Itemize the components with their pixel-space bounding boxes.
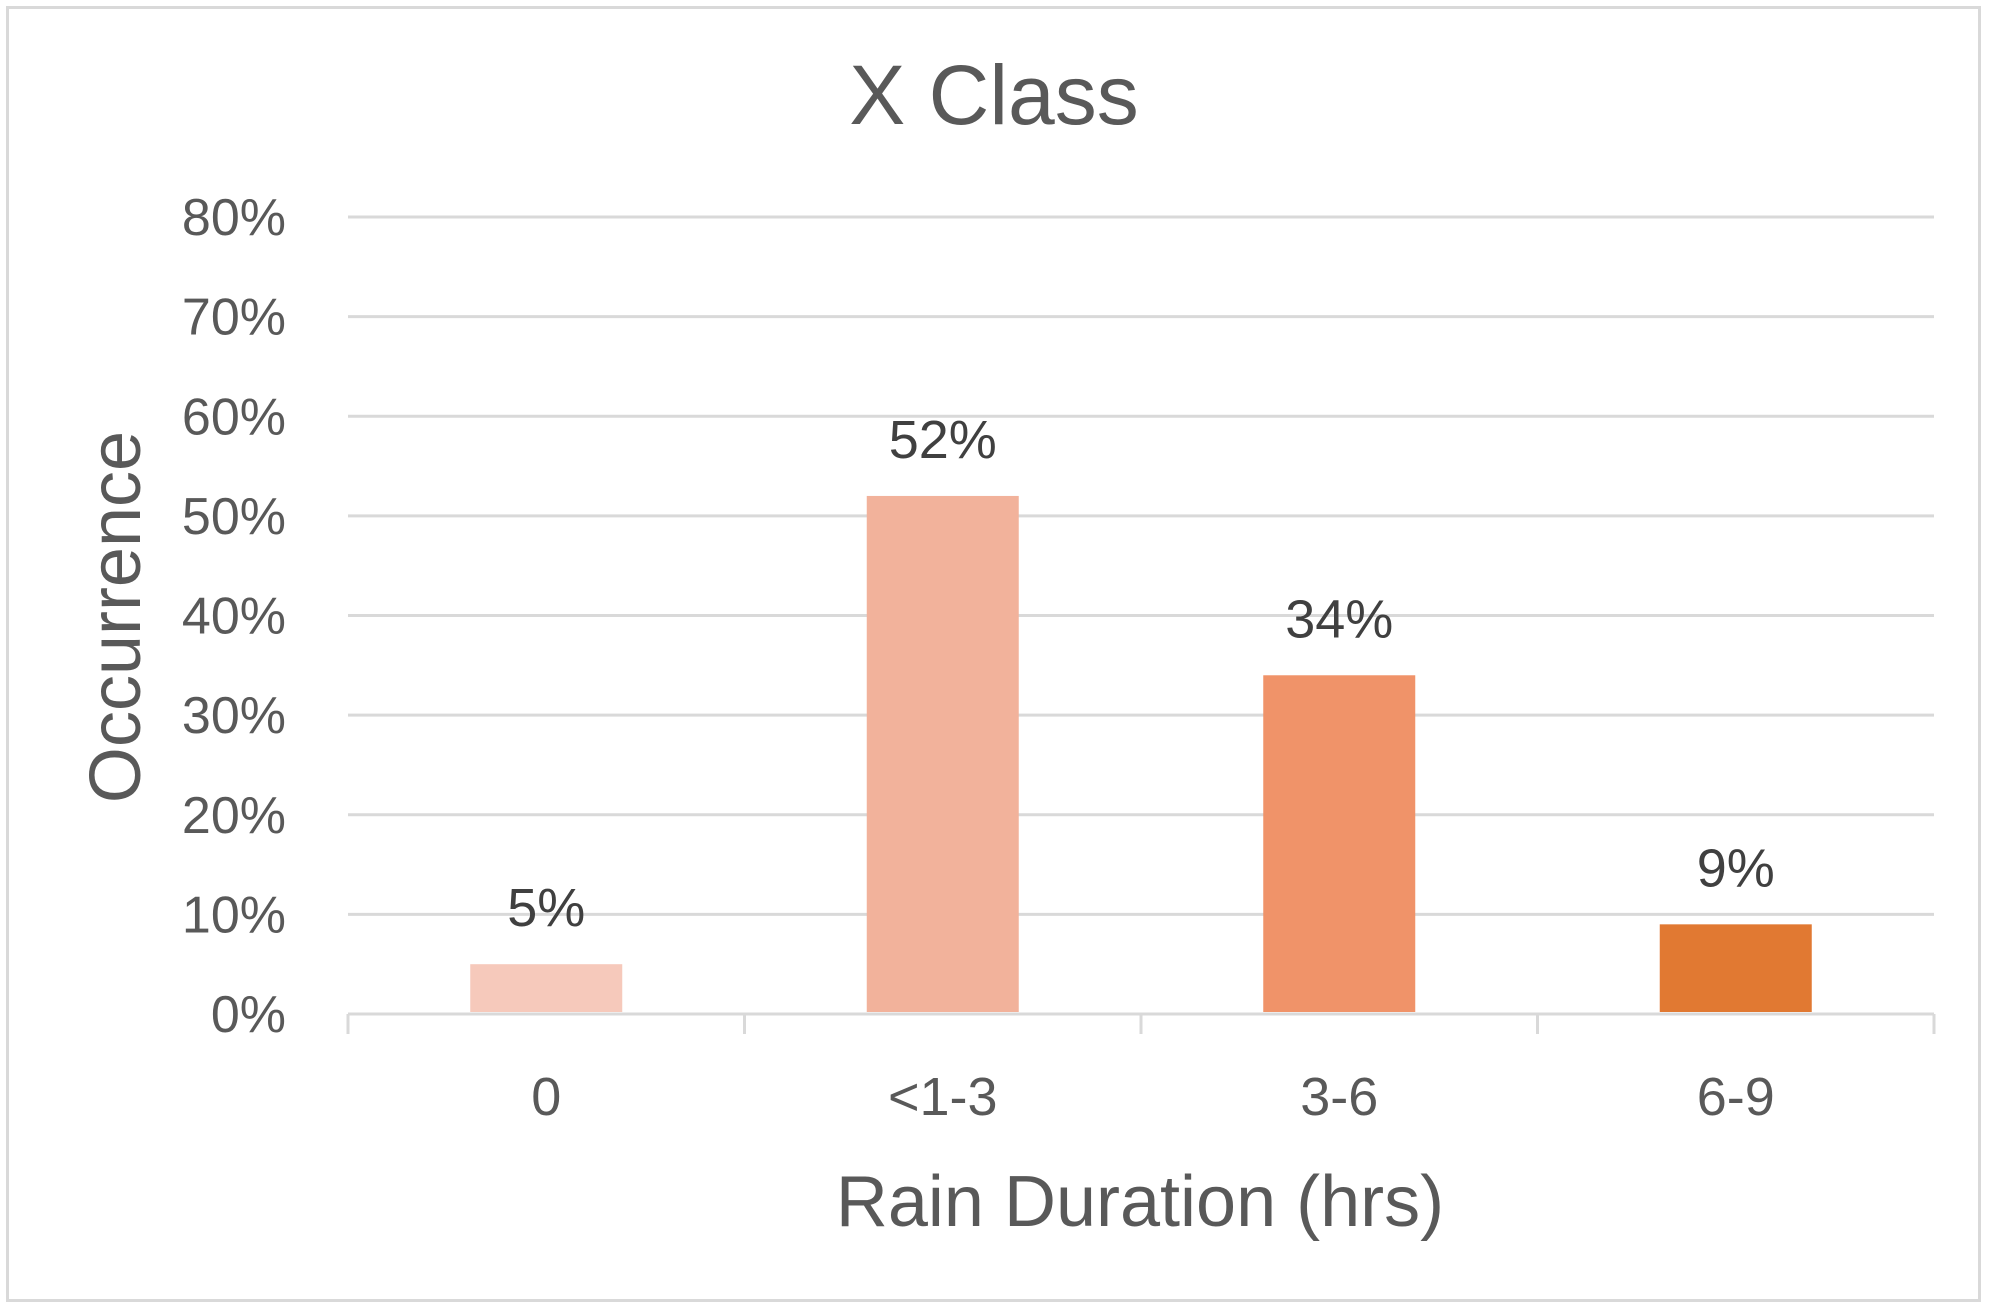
y-tick-label: 0%	[211, 986, 286, 1044]
y-axis-ticks: 0% 10% 20% 30% 40% 50% 60% 70% 80%	[182, 189, 286, 1044]
bar	[866, 495, 1019, 1012]
y-tick-label: 30%	[182, 687, 286, 745]
y-tick-label: 10%	[182, 886, 286, 944]
x-axis	[346, 1012, 1936, 1034]
y-tick-label: 70%	[182, 289, 286, 347]
bar	[1659, 924, 1812, 1012]
data-label: 34%	[1285, 589, 1393, 649]
y-tick-label: 40%	[182, 588, 286, 646]
data-label: 5%	[507, 878, 585, 938]
data-label: 52%	[889, 410, 997, 470]
y-axis-title: Occurrence	[76, 431, 156, 803]
bar	[1263, 675, 1416, 1012]
gridlines	[348, 215, 1934, 916]
bar	[470, 964, 623, 1012]
x-category-label: 6-9	[1697, 1067, 1775, 1127]
x-category-label: 0	[531, 1067, 561, 1127]
y-tick-label: 20%	[182, 787, 286, 845]
data-label: 9%	[1697, 838, 1775, 898]
x-category-label: 3-6	[1300, 1067, 1378, 1127]
data-labels: 5% 52% 34% 9%	[507, 410, 1775, 938]
chart-title: X Class	[849, 48, 1138, 142]
bars	[470, 495, 1812, 1012]
y-tick-label: 50%	[182, 488, 286, 546]
y-tick-label: 80%	[182, 189, 286, 247]
x-axis-title: Rain Duration (hrs)	[836, 1162, 1444, 1242]
y-tick-label: 60%	[182, 388, 286, 446]
x-axis-categories: 0 <1-3 3-6 6-9	[531, 1067, 1775, 1127]
x-category-label: <1-3	[888, 1067, 998, 1127]
